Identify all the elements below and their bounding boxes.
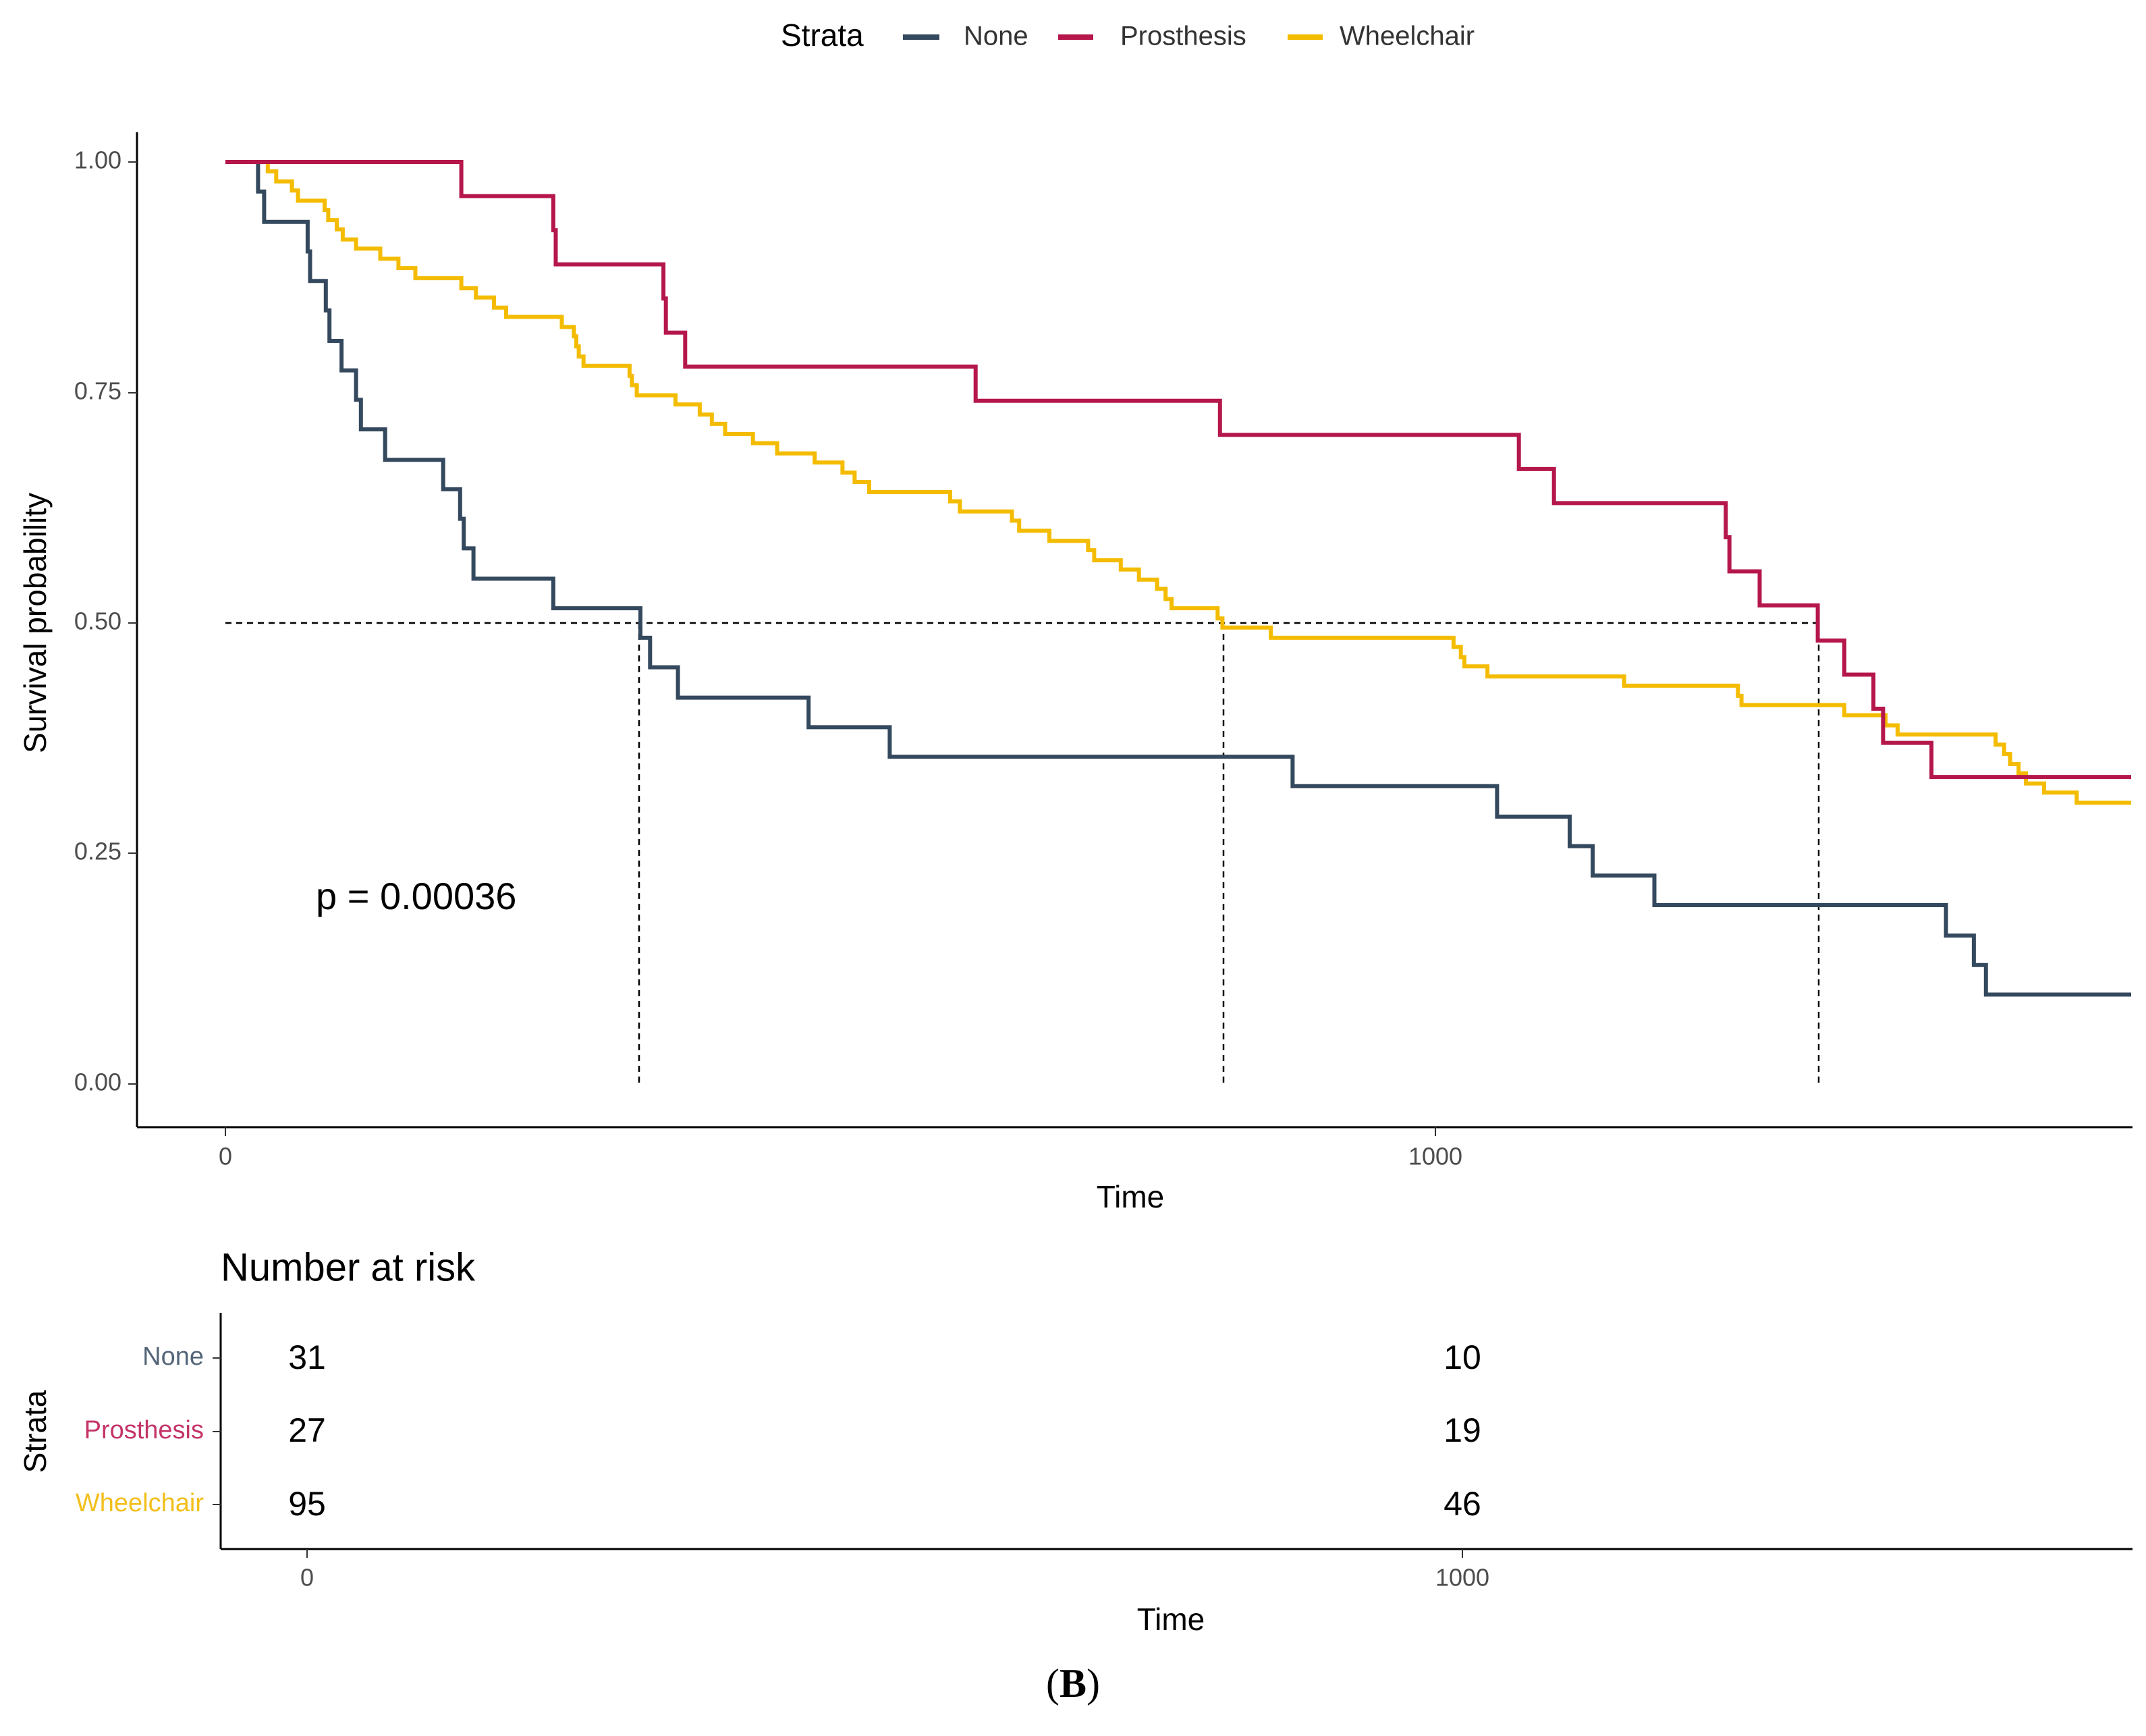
risk-count: 27 — [288, 1411, 326, 1449]
risk-count: 31 — [288, 1338, 326, 1376]
legend: Strata None Prosthesis Wheelchair — [781, 18, 1475, 53]
y-tick-0.00: 0.00 — [74, 1068, 137, 1096]
caption-open: ( — [1046, 1661, 1060, 1706]
risk-count: 19 — [1443, 1411, 1481, 1449]
legend-title: Strata — [781, 18, 864, 53]
legend-label-none: None — [964, 22, 1028, 51]
risk-x-tick-label: 0 — [300, 1564, 314, 1592]
survival-curves — [225, 160, 2131, 997]
legend-item-none: None — [903, 22, 1028, 51]
risk-row-label: Prosthesis — [84, 1416, 204, 1444]
y-axis: 1.00 0.75 0.50 0.25 0.00 Survival probab… — [18, 132, 138, 1127]
x-axis-title: Time — [1097, 1179, 1165, 1214]
caption-label: B — [1059, 1661, 1087, 1706]
y-tick-label: 0.25 — [74, 838, 121, 865]
legend-label-prosthesis: Prosthesis — [1120, 22, 1246, 51]
y-tick-0.50: 0.50 — [74, 607, 137, 635]
y-axis-title: Survival probability — [18, 493, 53, 753]
risk-count: 46 — [1443, 1485, 1481, 1523]
risk-row-label: None — [142, 1342, 204, 1371]
x-tick-1000: 1000 — [1408, 1127, 1462, 1170]
y-tick-0.25: 0.25 — [74, 838, 137, 865]
survival-plot: 1.00 0.75 0.50 0.25 0.00 Survival probab… — [18, 132, 2133, 1214]
risk-table: Number at risk None 31 10 Prosthesis 27 … — [18, 1245, 2133, 1637]
x-tick-label: 1000 — [1408, 1143, 1462, 1170]
risk-table-title: Number at risk — [221, 1245, 476, 1289]
legend-label-wheelchair: Wheelchair — [1340, 22, 1475, 51]
survival-curve-none — [225, 160, 2131, 997]
risk-x-axis-title: Time — [1137, 1602, 1205, 1637]
y-tick-label: 0.75 — [74, 377, 121, 405]
y-tick-0.75: 0.75 — [74, 377, 137, 405]
risk-table-y-title: Strata — [18, 1390, 53, 1473]
y-tick-label: 1.00 — [74, 146, 121, 174]
risk-x-tick-label: 1000 — [1435, 1564, 1489, 1592]
y-tick-label: 0.00 — [74, 1068, 121, 1096]
legend-item-prosthesis: Prosthesis — [1058, 22, 1246, 51]
risk-x-tick-1000: 1000 — [1435, 1549, 1489, 1592]
p-value-annotation: p = 0.00036 — [316, 875, 516, 917]
legend-item-wheelchair: Wheelchair — [1288, 22, 1475, 51]
risk-x-tick-0: 0 — [300, 1549, 314, 1592]
risk-row-label: Wheelchair — [76, 1489, 204, 1517]
risk-row-wheelchair: Wheelchair 95 46 — [76, 1485, 1481, 1523]
y-tick-label: 0.50 — [74, 607, 121, 635]
survival-curve-prosthesis — [225, 160, 2131, 780]
x-tick-0: 0 — [219, 1127, 232, 1170]
figure-caption: (B) — [0, 1660, 2146, 1707]
survival-curve-wheelchair — [225, 160, 2131, 805]
risk-row-prosthesis: Prosthesis 27 19 — [84, 1411, 1481, 1449]
risk-count: 10 — [1443, 1338, 1481, 1376]
x-axis: 0 1000 Time — [137, 1126, 2133, 1214]
risk-row-none: None 31 10 — [142, 1338, 1481, 1376]
median-lines — [225, 622, 1820, 1084]
caption-close: ) — [1086, 1661, 1100, 1706]
x-tick-label: 0 — [219, 1143, 232, 1170]
risk-count: 95 — [288, 1485, 326, 1523]
y-tick-1.00: 1.00 — [74, 146, 137, 174]
